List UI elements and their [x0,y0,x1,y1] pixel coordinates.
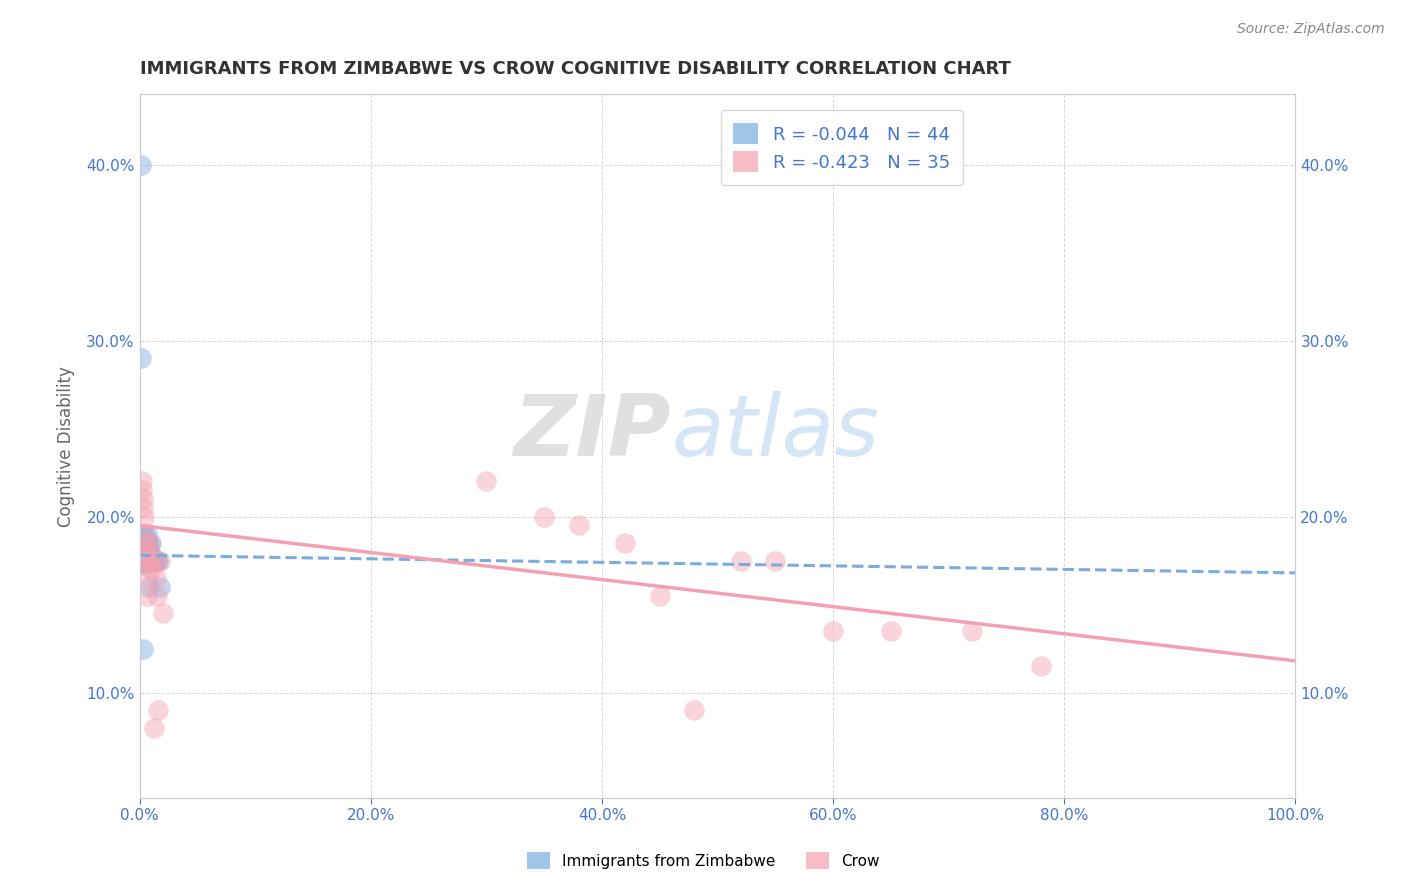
Point [136,571,159,585]
Point [132,536,155,550]
Point [134,553,156,567]
Point [134,553,156,567]
Point [141,536,163,550]
Point [142,721,165,735]
Point [135,527,157,541]
Point [614,536,637,550]
Point [475,475,498,489]
Point [129,158,152,172]
Point [141,553,163,567]
Point [135,553,157,567]
Legend: Immigrants from Zimbabwe, Crow: Immigrants from Zimbabwe, Crow [520,846,886,875]
Point [141,553,163,567]
Point [146,553,169,567]
Point [132,500,155,515]
Point [141,562,163,576]
Point [132,491,155,506]
Point [131,475,153,489]
Point [143,553,166,567]
Point [533,509,555,524]
Point [139,545,162,559]
Point [823,624,845,638]
Point [134,553,156,567]
Point [146,703,169,717]
Point [960,624,983,638]
Point [131,553,153,567]
Point [763,553,786,567]
Point [1031,659,1053,673]
Point [138,580,160,594]
Point [134,545,156,559]
Point [134,545,156,559]
Point [134,545,156,559]
Point [139,553,162,567]
Point [648,589,671,603]
Point [136,536,159,550]
Point [134,536,156,550]
Text: Source: ZipAtlas.com: Source: ZipAtlas.com [1237,22,1385,37]
Point [131,483,153,498]
Text: IMMIGRANTS FROM ZIMBABWE VS CROW COGNITIVE DISABILITY CORRELATION CHART: IMMIGRANTS FROM ZIMBABWE VS CROW COGNITI… [139,60,1011,78]
Point [139,536,162,550]
Y-axis label: Cognitive Disability: Cognitive Disability [58,366,75,526]
Point [149,553,172,567]
Text: ZIP: ZIP [513,391,671,474]
Point [138,545,160,559]
Text: atlas: atlas [671,391,879,474]
Point [142,553,165,567]
Point [129,553,152,567]
Point [132,553,155,567]
Point [136,545,159,559]
Point [132,641,155,656]
Point [135,589,157,603]
Point [131,553,153,567]
Point [132,527,155,541]
Point [134,553,156,567]
Point [152,607,174,621]
Point [131,553,153,567]
Point [134,509,156,524]
Point [146,589,169,603]
Point [136,553,159,567]
Point [146,553,169,567]
Point [568,518,591,533]
Point [134,527,156,541]
Point [129,553,152,567]
Point [135,545,157,559]
Point [145,571,167,585]
Point [135,553,157,567]
Point [132,553,155,567]
Point [134,553,156,567]
Point [880,624,903,638]
Point [134,553,156,567]
Point [131,536,153,550]
Point [135,536,157,550]
Point [683,703,706,717]
Point [131,545,153,559]
Point [138,553,160,567]
Point [134,557,156,571]
Point [730,553,752,567]
Legend: R = -0.044   N = 44, R = -0.423   N = 35: R = -0.044 N = 44, R = -0.423 N = 35 [720,111,963,185]
Point [134,527,156,541]
Point [129,351,152,366]
Point [143,553,166,567]
Point [141,553,163,567]
Point [134,536,156,550]
Point [149,580,172,594]
Point [132,545,155,559]
